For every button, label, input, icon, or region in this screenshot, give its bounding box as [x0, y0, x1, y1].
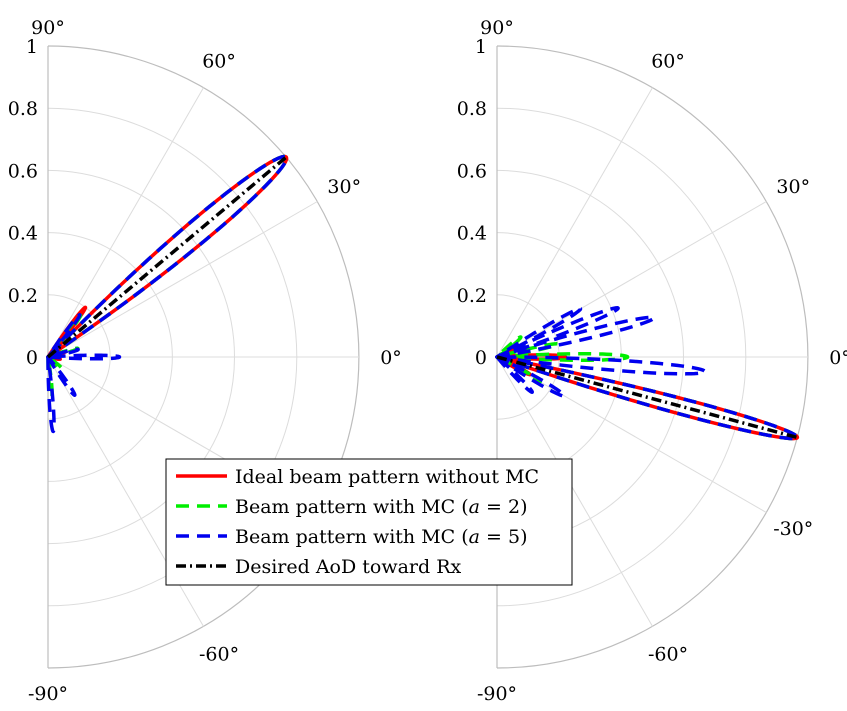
- grid-spoke: [47, 87, 204, 358]
- r-tick-label: 1: [475, 36, 487, 58]
- theta-tick-label: 90°: [480, 17, 514, 39]
- theta-tick-label: 90°: [31, 17, 65, 39]
- series-lobe-2: [46, 347, 80, 359]
- series-lobe-1: [495, 335, 523, 359]
- grid-spoke: [496, 87, 653, 358]
- left-polar-panel: 0 0.2 0.4 0.6 0.8 190° 60° 30° 0° -60° -90°: [8, 17, 402, 705]
- theta-tick-label: 30°: [327, 176, 361, 198]
- legend: Ideal beam pattern without MC Beam patte…: [165, 458, 573, 586]
- series-lobe-2: [46, 313, 82, 359]
- r-tick-label: 0: [26, 347, 38, 369]
- r-tick-label: 0: [475, 347, 487, 369]
- series-lobe-2: [495, 315, 656, 359]
- theta-tick-label: 60°: [651, 51, 685, 73]
- legend-label-ideal: Ideal beam pattern without MC: [235, 466, 539, 488]
- series-aod-ray: [46, 155, 288, 359]
- theta-tick-label: 0°: [380, 347, 402, 369]
- grid-spoke: [496, 356, 653, 627]
- r-tick-label: 0.8: [457, 98, 487, 120]
- legend-box: [165, 458, 573, 586]
- r-tick-label: 0.6: [8, 160, 38, 182]
- series-lobe-2: [46, 355, 56, 434]
- series-lobe-1: [495, 352, 630, 362]
- grid-spoke: [496, 201, 767, 358]
- theta-tick-label: -60°: [648, 643, 688, 665]
- r-tick-label: 0.4: [457, 223, 487, 245]
- theta-tick-label: 0°: [829, 347, 847, 369]
- legend-label-mc-a5: Beam pattern with MC (a = 5): [235, 526, 527, 548]
- series-lobe-2: [495, 306, 583, 359]
- theta-tick-label: -30°: [773, 518, 813, 540]
- legend-label-mc-a2: Beam pattern with MC (a = 2): [235, 496, 527, 518]
- series-lobe-2: [495, 355, 800, 441]
- grid-spoke: [496, 356, 767, 513]
- r-tick-label: 0.2: [457, 285, 487, 307]
- theta-tick-label: -90°: [28, 683, 68, 705]
- r-tick-label: 1: [26, 36, 38, 58]
- grid-spoke: [47, 201, 318, 358]
- r-tick-label: 0.6: [457, 160, 487, 182]
- theta-tick-label: 30°: [776, 176, 810, 198]
- legend-label-aod: Desired AoD toward Rx: [235, 556, 462, 578]
- r-tick-label: 0.4: [8, 223, 38, 245]
- theta-tick-label: -90°: [477, 683, 517, 705]
- theta-tick-label: 60°: [202, 51, 236, 73]
- r-tick-label: 0.2: [8, 285, 38, 307]
- theta-tick-label: -60°: [199, 643, 239, 665]
- series-lobe-2: [495, 355, 534, 394]
- series-lobe-2: [46, 353, 122, 361]
- series-aod-ray: [496, 355, 798, 440]
- series-lobe-2: [46, 355, 77, 397]
- right-polar-panel: 0 0.2 0.4 0.6 0.8 190° 60° 30° 0° -30° -60° -90°: [457, 17, 847, 705]
- series-lobe-2: [495, 355, 567, 398]
- series-lobe-2: [495, 306, 620, 359]
- r-tick-label: 0.8: [8, 98, 38, 120]
- series-lobe-2: [46, 154, 289, 359]
